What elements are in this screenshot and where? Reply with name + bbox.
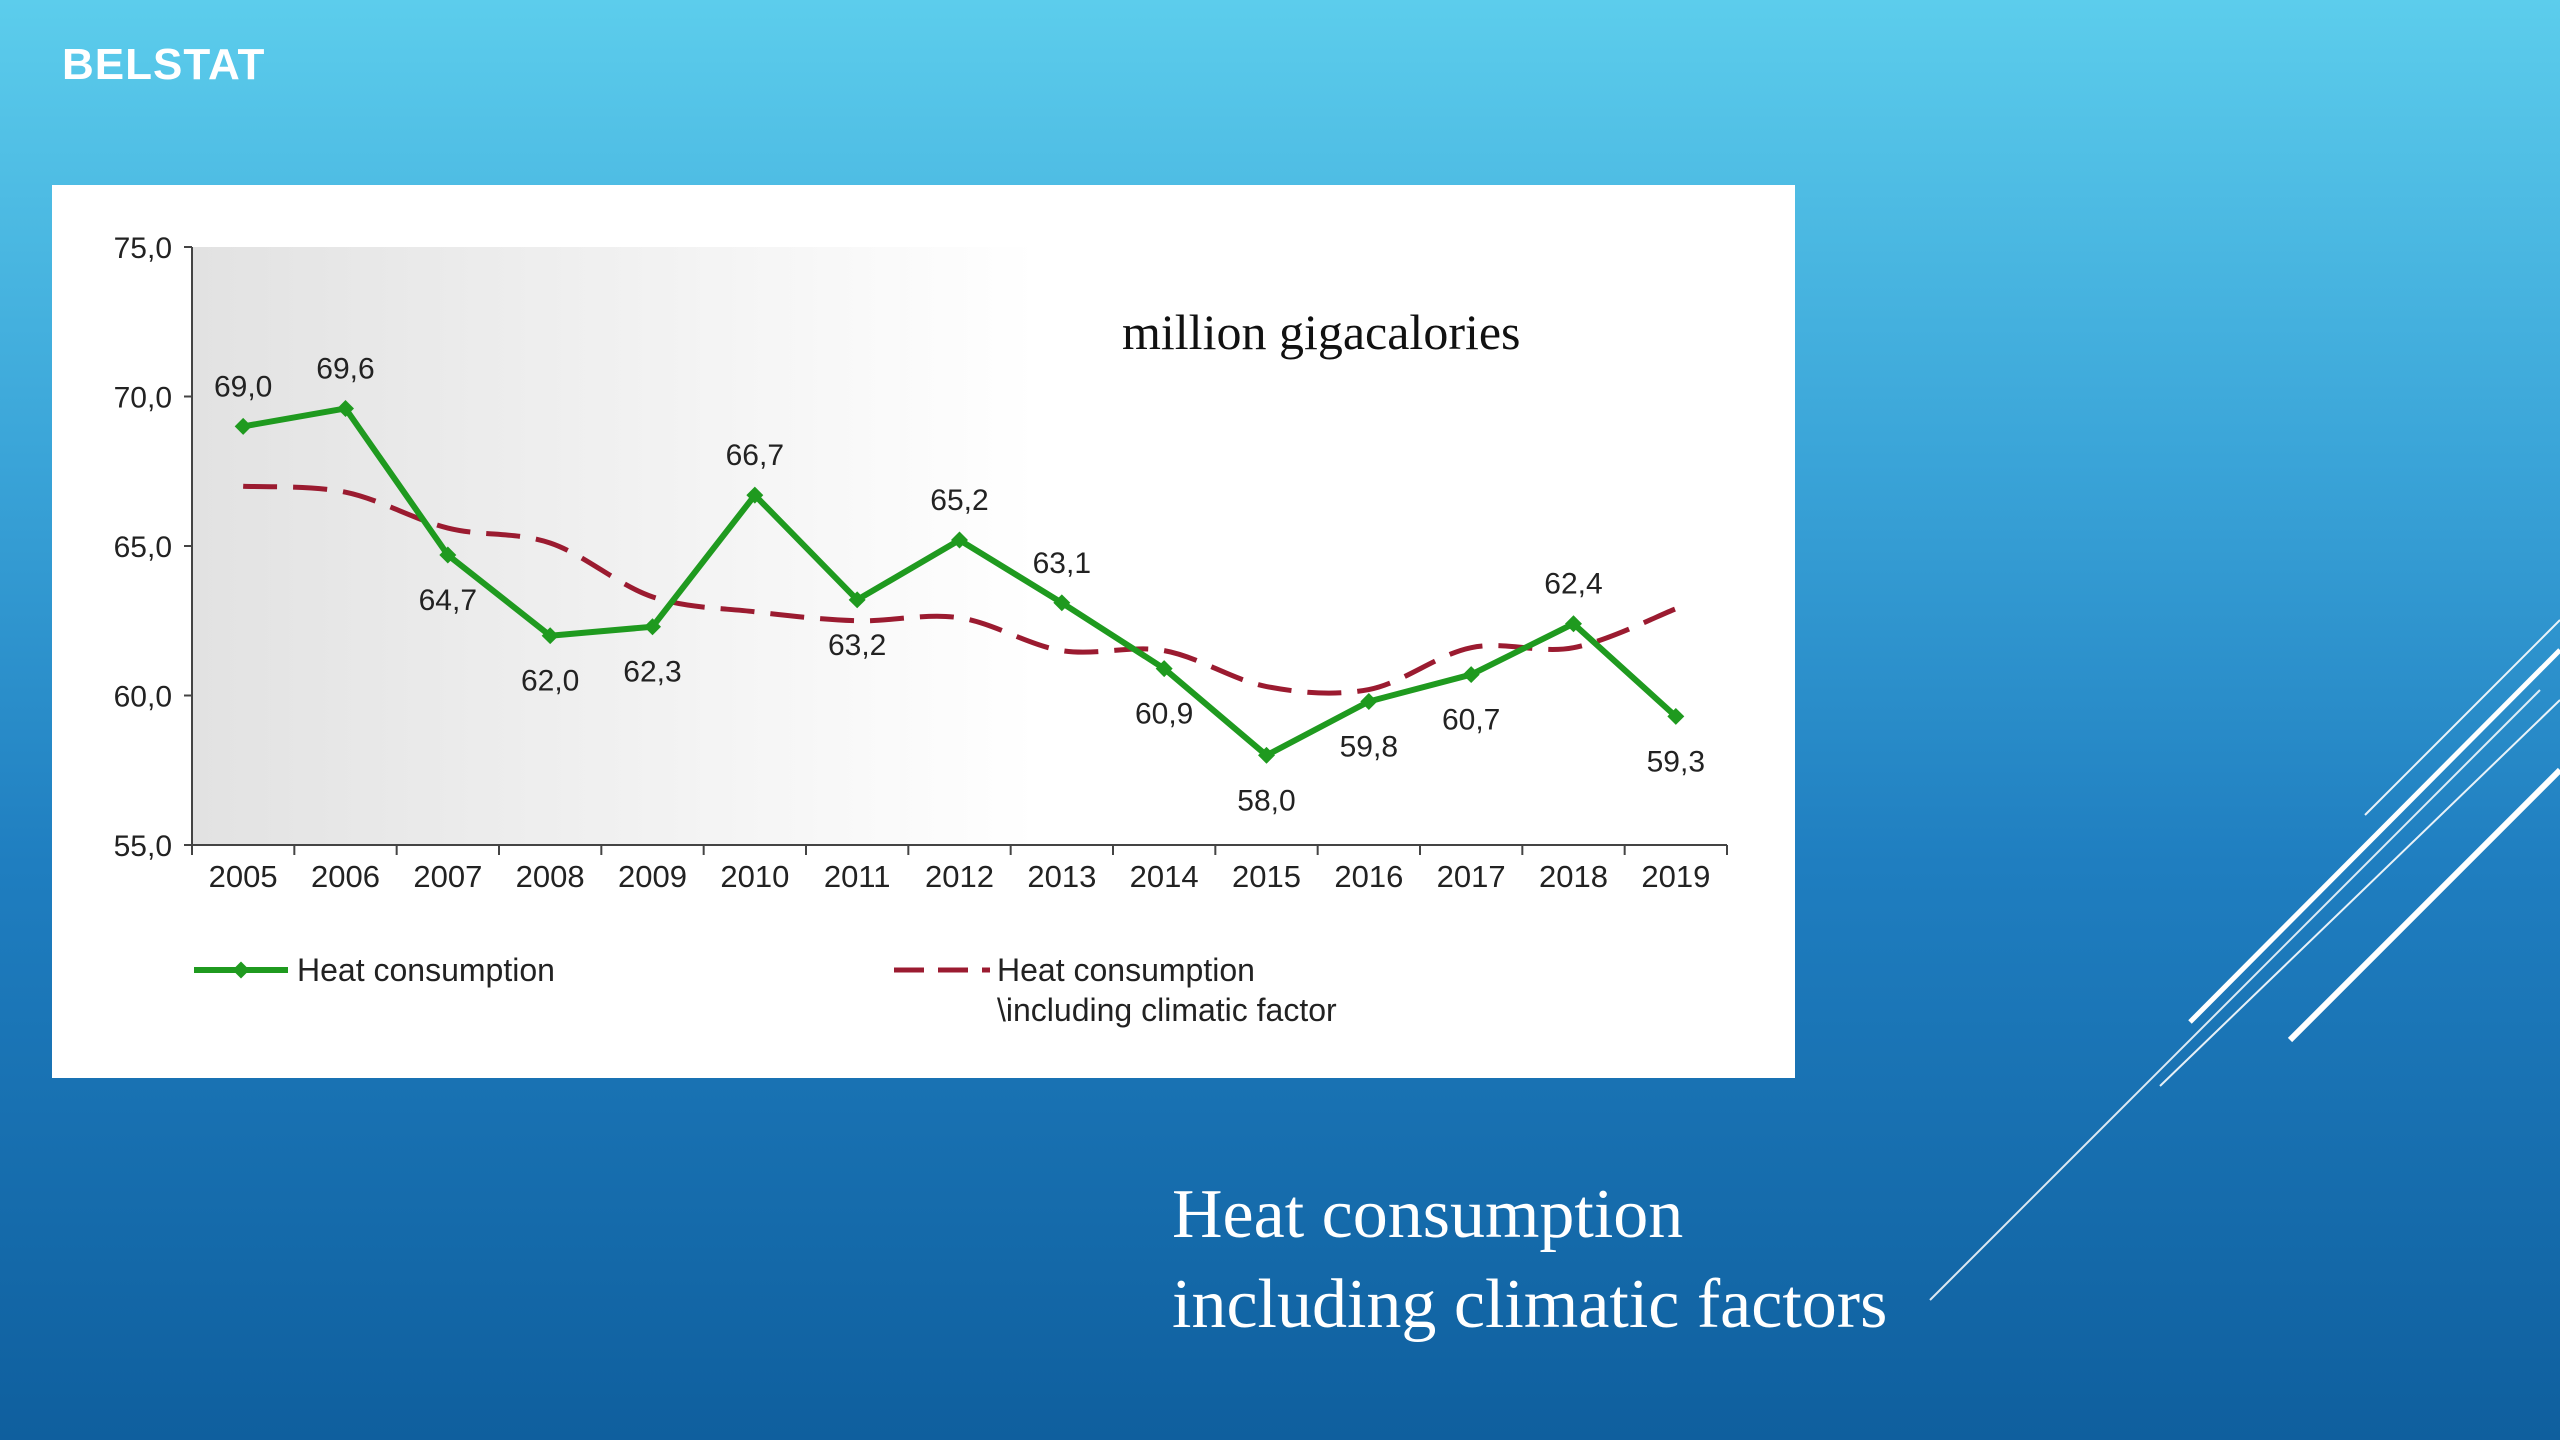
data-point-marker (541, 627, 559, 645)
data-point-marker (644, 618, 661, 636)
x-tick-label: 2008 (516, 859, 585, 894)
data-label: 59,3 (1647, 745, 1705, 778)
y-tick-label: 55,0 (114, 830, 172, 863)
data-point-marker (951, 531, 968, 549)
x-tick-label: 2018 (1539, 859, 1608, 894)
x-tick-label: 2017 (1437, 859, 1506, 894)
legend-label: Heat consumption (297, 952, 555, 988)
x-tick-label: 2010 (720, 859, 789, 894)
unit-label: million gigacalories (1122, 304, 1521, 360)
brand-logo-text: BELSTAT (62, 40, 266, 89)
data-point-marker (439, 546, 457, 564)
legend-swatch-solid (194, 961, 288, 979)
data-label: 69,6 (316, 352, 374, 385)
legend-label-line1: Heat consumption (997, 952, 1255, 988)
line-chart: 55,0 60,0 65,0 70,0 75,0 2005 2006 2007 2008 2009… (114, 232, 1728, 894)
data-label: 62,4 (1544, 568, 1602, 601)
x-tick-label: 2014 (1130, 859, 1199, 894)
legend-swatch-dashed (894, 967, 990, 973)
x-tick-label: 2016 (1334, 859, 1403, 894)
x-tick-label: 2009 (618, 859, 687, 894)
legend-label-line2: \including climatic factor (997, 992, 1337, 1028)
data-label: 64,7 (419, 584, 477, 617)
x-tick-label: 2019 (1641, 859, 1710, 894)
data-point-marker (1462, 666, 1480, 684)
data-point-marker (1565, 615, 1582, 633)
y-tick-label: 70,0 (114, 382, 172, 415)
slide-title-line2: including climatic factors (1172, 1266, 1888, 1343)
data-label: 60,9 (1135, 698, 1193, 731)
data-point-marker (848, 591, 866, 609)
chart-panel: 55,0 60,0 65,0 70,0 75,0 2005 2006 2007 2008 2009… (52, 185, 1795, 1078)
y-tick-label: 75,0 (114, 232, 172, 265)
data-point-marker (1053, 594, 1071, 612)
data-label: 62,0 (521, 665, 579, 698)
data-label: 66,7 (726, 439, 784, 472)
x-tick-label: 2005 (209, 859, 278, 894)
legend-label: Heat consumption \including climatic fac… (997, 950, 1337, 1030)
data-point-marker (234, 417, 252, 435)
data-point-marker (337, 399, 354, 417)
x-tick-label: 2012 (925, 859, 994, 894)
data-label: 63,1 (1033, 547, 1091, 580)
y-tick-label: 65,0 (114, 531, 172, 564)
data-label: 59,8 (1340, 730, 1398, 763)
data-label: 69,0 (214, 370, 272, 403)
x-tick-label: 2015 (1232, 859, 1301, 894)
x-tick-label: 2007 (413, 859, 482, 894)
x-tick-label: 2013 (1027, 859, 1096, 894)
data-point-marker (1258, 746, 1275, 764)
x-tick-label: 2011 (824, 859, 891, 894)
data-point-marker (1667, 707, 1685, 725)
slide-title: Heat consumption including climatic fact… (1172, 1170, 1887, 1350)
data-label: 60,7 (1442, 704, 1500, 737)
data-point-marker (746, 486, 764, 504)
slide-title-line1: Heat consumption (1172, 1176, 1684, 1253)
data-label: 62,3 (623, 656, 681, 689)
x-tick-label: 2006 (311, 859, 380, 894)
data-label: 63,2 (828, 629, 886, 662)
data-label: 65,2 (930, 484, 988, 517)
data-label: 58,0 (1237, 784, 1295, 817)
y-tick-label: 60,0 (114, 681, 172, 714)
